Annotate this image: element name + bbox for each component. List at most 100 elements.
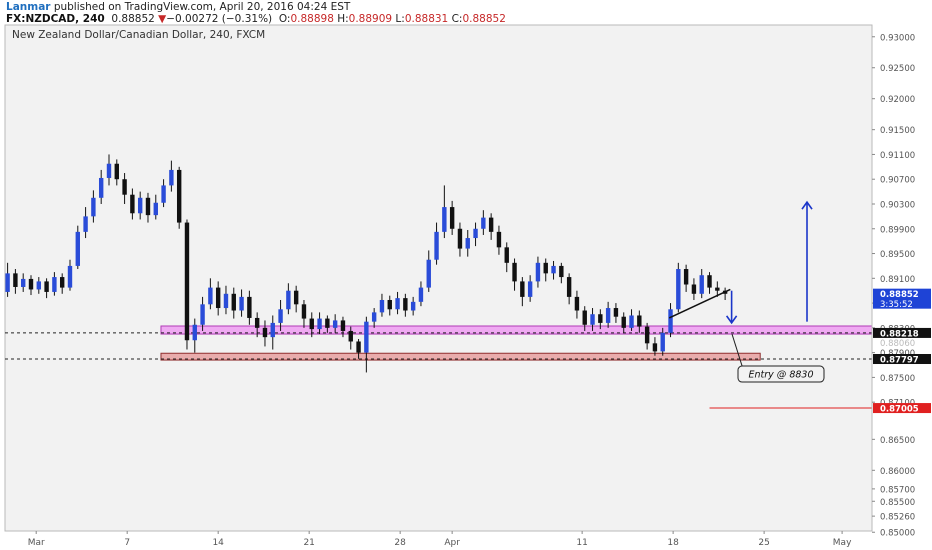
candle-body	[629, 315, 634, 328]
candle-body	[356, 341, 361, 353]
price-change: −0.00272 (−0.31%)	[166, 13, 273, 25]
high-value: 0.88909	[348, 13, 393, 25]
time-tick-label: 28	[394, 538, 406, 548]
candle	[551, 260, 556, 280]
candle-body	[286, 290, 291, 310]
candle	[621, 312, 626, 333]
candle	[36, 277, 41, 294]
entry-callout[interactable]: Entry @ 8830	[731, 333, 825, 383]
candle-body	[176, 169, 182, 223]
candle	[247, 290, 252, 325]
candle-body	[52, 277, 57, 292]
candle-body	[551, 265, 556, 274]
candle	[200, 296, 205, 331]
price-tick-label: 0.89500	[880, 250, 915, 260]
candle-body	[371, 312, 377, 322]
candle-body	[208, 287, 213, 305]
price-badge-value: 0.87797	[880, 356, 919, 366]
time-axis[interactable]: Mar 7 14 21 28 Apr 11 18 25 May	[5, 530, 872, 548]
open-value: 0.88898	[290, 13, 334, 25]
candle	[434, 222, 439, 265]
candle-body	[332, 320, 338, 328]
candle-body	[145, 197, 151, 216]
price-tick-label: 0.87500	[880, 374, 915, 384]
arrow-head	[725, 315, 738, 325]
candle	[231, 287, 236, 319]
candle-body	[418, 287, 424, 302]
candle-body	[574, 296, 580, 311]
candle	[325, 315, 330, 333]
price-tick-label: 0.93000	[880, 33, 915, 43]
candle-body	[598, 314, 603, 323]
candle-body	[449, 207, 455, 229]
candle-body	[309, 318, 314, 330]
candle-body	[504, 247, 509, 263]
close-label: C:	[451, 13, 463, 25]
candle	[348, 326, 353, 350]
candle	[13, 269, 18, 294]
candle-body	[379, 299, 385, 313]
candle-body	[239, 296, 244, 311]
symbol-label[interactable]: FX:NZDCAD, 240	[6, 13, 105, 25]
candle-body	[278, 309, 283, 323]
candle-body	[28, 278, 34, 290]
candle-body	[161, 185, 166, 203]
candle	[44, 278, 49, 299]
candle-body	[153, 202, 158, 216]
candle	[699, 269, 704, 299]
down-arrow-icon: ▼	[158, 13, 167, 25]
candle	[410, 296, 416, 316]
price-tick-label: 0.85700	[880, 485, 915, 495]
candle	[52, 272, 57, 296]
up-arrow-icon[interactable]	[801, 200, 813, 322]
price-chart[interactable]: New Zealand Dollar/Canadian Dollar, 240,…	[0, 24, 932, 550]
candle	[629, 309, 634, 331]
candle	[652, 337, 658, 356]
callout-box	[737, 365, 825, 383]
time-tick-label: Mar	[28, 538, 45, 548]
candle	[707, 272, 712, 294]
candle	[691, 278, 697, 300]
candle	[527, 275, 533, 302]
candle	[309, 312, 314, 338]
time-tick-label: 25	[758, 538, 769, 548]
candle	[676, 262, 681, 313]
candle-body	[426, 259, 431, 288]
candle	[20, 273, 26, 292]
candle-body	[262, 327, 268, 338]
price-badge-value: 0.88852	[880, 290, 919, 300]
price-tick-label: 0.85500	[880, 498, 915, 508]
candle-body	[715, 287, 720, 291]
drawings: Entry @ 8830	[668, 200, 872, 409]
candle	[605, 301, 611, 328]
candle	[660, 327, 665, 356]
price-badge-value: 0.88218	[880, 329, 919, 339]
candle-body	[457, 228, 463, 249]
candle-body	[75, 231, 80, 266]
price-badge-bg	[873, 354, 931, 365]
last-price: 0.88852	[111, 13, 155, 25]
candle	[356, 339, 361, 359]
candle-body	[130, 194, 135, 214]
candle	[301, 299, 307, 328]
candle-body	[254, 317, 260, 328]
candle	[590, 308, 595, 331]
candle	[137, 191, 143, 220]
candle	[130, 188, 135, 220]
author-link[interactable]: Lanmar	[6, 1, 51, 13]
candle-body	[668, 309, 673, 333]
trendline[interactable]	[668, 288, 731, 319]
low-value: 0.88831	[404, 13, 449, 25]
support-zone-2[interactable]	[160, 352, 761, 361]
candle-body	[543, 262, 548, 274]
candle	[418, 281, 424, 307]
candle	[574, 290, 580, 319]
candle-body	[527, 281, 533, 297]
candle-body	[270, 322, 275, 338]
down-arrow-icon[interactable]	[725, 290, 738, 325]
time-tick-label: 11	[576, 538, 587, 548]
candle	[457, 222, 463, 257]
candle	[371, 308, 377, 328]
